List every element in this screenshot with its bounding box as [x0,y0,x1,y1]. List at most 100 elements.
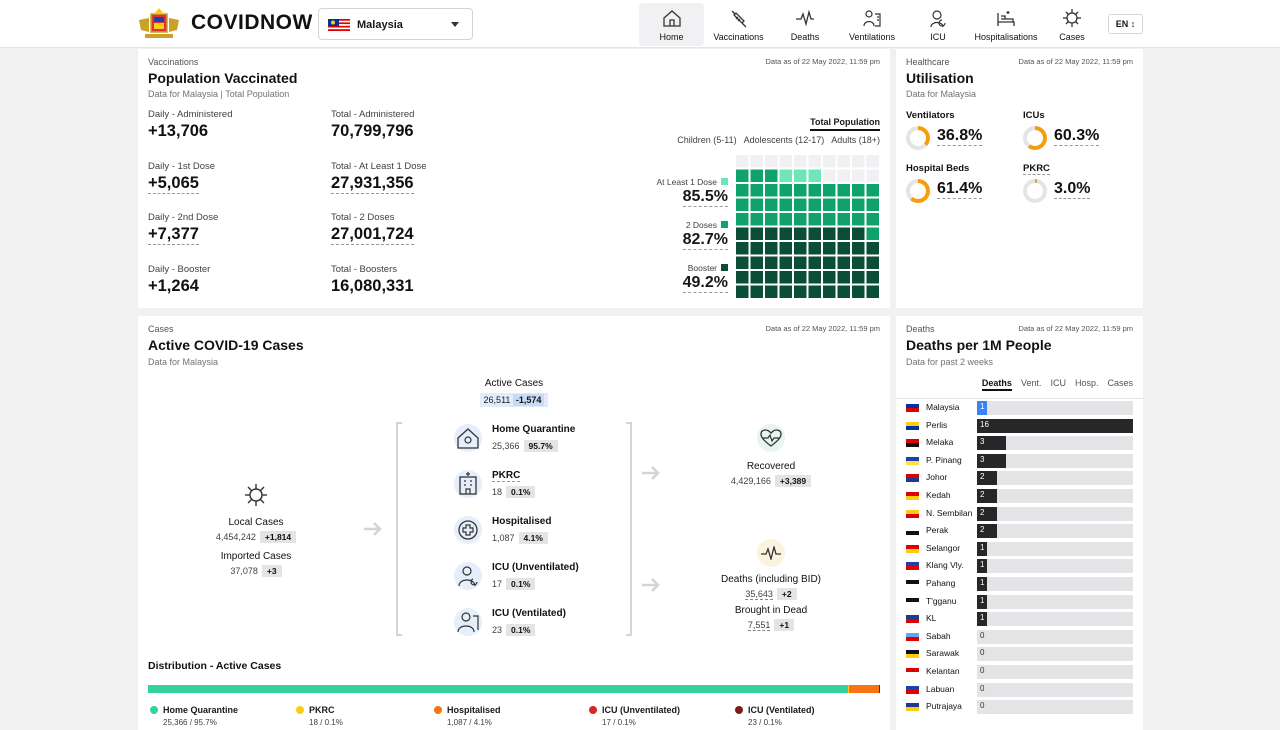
legend-swatch [721,264,728,271]
bar-value: 1 [980,595,985,605]
distribution-legend-item: Hospitalised [434,705,501,715]
tab-hosp[interactable]: Hosp. [1074,378,1099,388]
nav-icu[interactable]: ICU [905,3,971,46]
flow-node-label: PKRC [492,470,521,482]
bar-value: 0 [980,648,985,658]
nav-home[interactable]: Home [639,3,704,46]
virus-icon [245,484,267,506]
state-bar-row[interactable]: Labuan 0 [906,682,1134,697]
data-as-of: Data as of 22 May 2022, 11:59 pm [1018,324,1133,333]
recovered-value: 4,429,166 +3,389 [708,475,834,487]
bid-label: Brought in Dead [734,605,808,616]
deaths-label: Deaths (including BID) [720,574,822,585]
state-bar-row[interactable]: Kedah 2 [906,489,1134,503]
state-bar-row[interactable]: Kelantan 0 [906,665,1134,679]
state-bar-row[interactable]: Sarawak 0 [906,647,1134,662]
state-bar-row[interactable]: Putrajaya 0 [906,700,1134,715]
nav-vaccinations[interactable]: Vaccinations [706,3,771,46]
tab-adults[interactable]: Adults (18+) [831,135,880,145]
stat-label: Daily - 2nd Dose [148,212,219,223]
state-bar-row[interactable]: Malaysia 1 [906,401,1134,415]
card-title: Population Vaccinated [148,70,298,86]
active-cases-node: Active Cases 26,511 -1,574 [438,378,590,408]
nav-label: Cases [1059,32,1085,42]
tab-adolescents[interactable]: Adolescents (12-17) [743,135,825,145]
waffle-cell [736,227,749,240]
coat-of-arms-logo[interactable] [137,8,181,40]
waffle-cell [736,155,749,168]
nav-hospitalisations[interactable]: Hospitalisations [972,3,1040,46]
nav-deaths[interactable]: Deaths [771,3,839,46]
arrow-right-icon [642,578,660,592]
waffle-cell [852,169,865,182]
tab-icu[interactable]: ICU [1050,378,1066,388]
distribution-segment [879,685,880,693]
state-name: KL [926,613,937,624]
bar-value: 1 [980,402,985,411]
waffle-cell [808,227,821,240]
state-name: Pahang [926,578,956,588]
metric-tabs: Deaths Vent. ICU Hosp. Cases [981,378,1133,391]
bar-track: 0 [977,682,1133,697]
bar-fill [977,489,997,503]
local-cases-label: Local Cases [228,517,284,528]
state-flag-icon [906,615,919,624]
waffle-cell [808,285,821,298]
stat-label: Total - 2 Doses [331,212,395,223]
country-select[interactable]: Malaysia [318,8,473,40]
waffle-percent: 49.2% [682,274,728,293]
state-bar-row[interactable]: Perak 2 [906,524,1134,539]
state-bar-row[interactable]: Perlis 16 [906,418,1134,433]
state-bar-row[interactable]: N. Sembilan 2 [906,506,1134,521]
card-category: Healthcare [906,57,950,67]
flow-node-label: Home Quarantine [492,424,576,435]
stat-label: Total - Boosters [331,263,397,275]
bar-track: 0 [977,665,1133,679]
state-name: Selangor [926,542,961,553]
nav-cases[interactable]: Cases [1040,3,1104,46]
card-subtitle: Data for past 2 weeks [906,357,994,367]
waffle-cell [765,256,778,269]
state-bar-row[interactable]: P. Pinang 3 [906,453,1134,468]
waffle-cell [837,256,850,269]
state-name: Kelantan [926,666,960,676]
bar-fill [977,524,997,539]
state-bar-row[interactable]: Sabah 0 [906,629,1134,644]
state-bar-row[interactable]: Selangor 1 [906,541,1134,556]
state-bar-row[interactable]: Pahang 1 [906,577,1134,591]
bar-track: 3 [977,453,1133,468]
state-bar-row[interactable]: T'gganu 1 [906,594,1134,609]
tab-children[interactable]: Children (5-11) [677,135,737,145]
local-cases-node: Local Cases 4,454,242 +1,814 Imported Cas… [198,482,314,577]
bar-track: 2 [977,471,1133,486]
gauge-label: ICUs [1023,110,1045,121]
deaths-value: 35,643 +2 [708,588,834,600]
tab-deaths[interactable]: Deaths [981,378,1012,391]
bar-value: 0 [980,701,985,711]
distribution-legend-value: 17 / 0.1% [602,718,636,727]
brand-name[interactable]: COVIDNOW [191,11,313,34]
waffle-cell [736,242,749,255]
bar-value: 1 [980,613,985,623]
stat-value: +1,264 [148,276,199,295]
state-bar-row[interactable]: KL 1 [906,612,1134,627]
language-select[interactable]: EN ↕ [1108,14,1143,34]
bar-value: 16 [980,419,989,429]
nav-ventilations[interactable]: Ventilations [839,3,905,46]
distribution-segment [847,685,849,693]
tab-vent[interactable]: Vent. [1020,378,1042,388]
waffle-cell [779,155,792,168]
state-name: Klang Vly. [926,560,964,571]
gauge-value: 61.4% [937,180,983,199]
legend-dot [150,706,158,714]
state-bar-row[interactable]: Klang Vly. 1 [906,559,1134,574]
legend-dot [589,706,597,714]
card-category: Cases [148,324,174,334]
tab-total-population[interactable]: Total Population [810,117,880,131]
ventilated-patient-icon [454,608,482,636]
state-bar-row[interactable]: Melaka 3 [906,436,1134,451]
state-bar-row[interactable]: Johor 2 [906,471,1134,486]
tab-cases[interactable]: Cases [1107,378,1133,388]
state-flag-icon [906,685,919,694]
state-name: Johor [926,472,948,483]
